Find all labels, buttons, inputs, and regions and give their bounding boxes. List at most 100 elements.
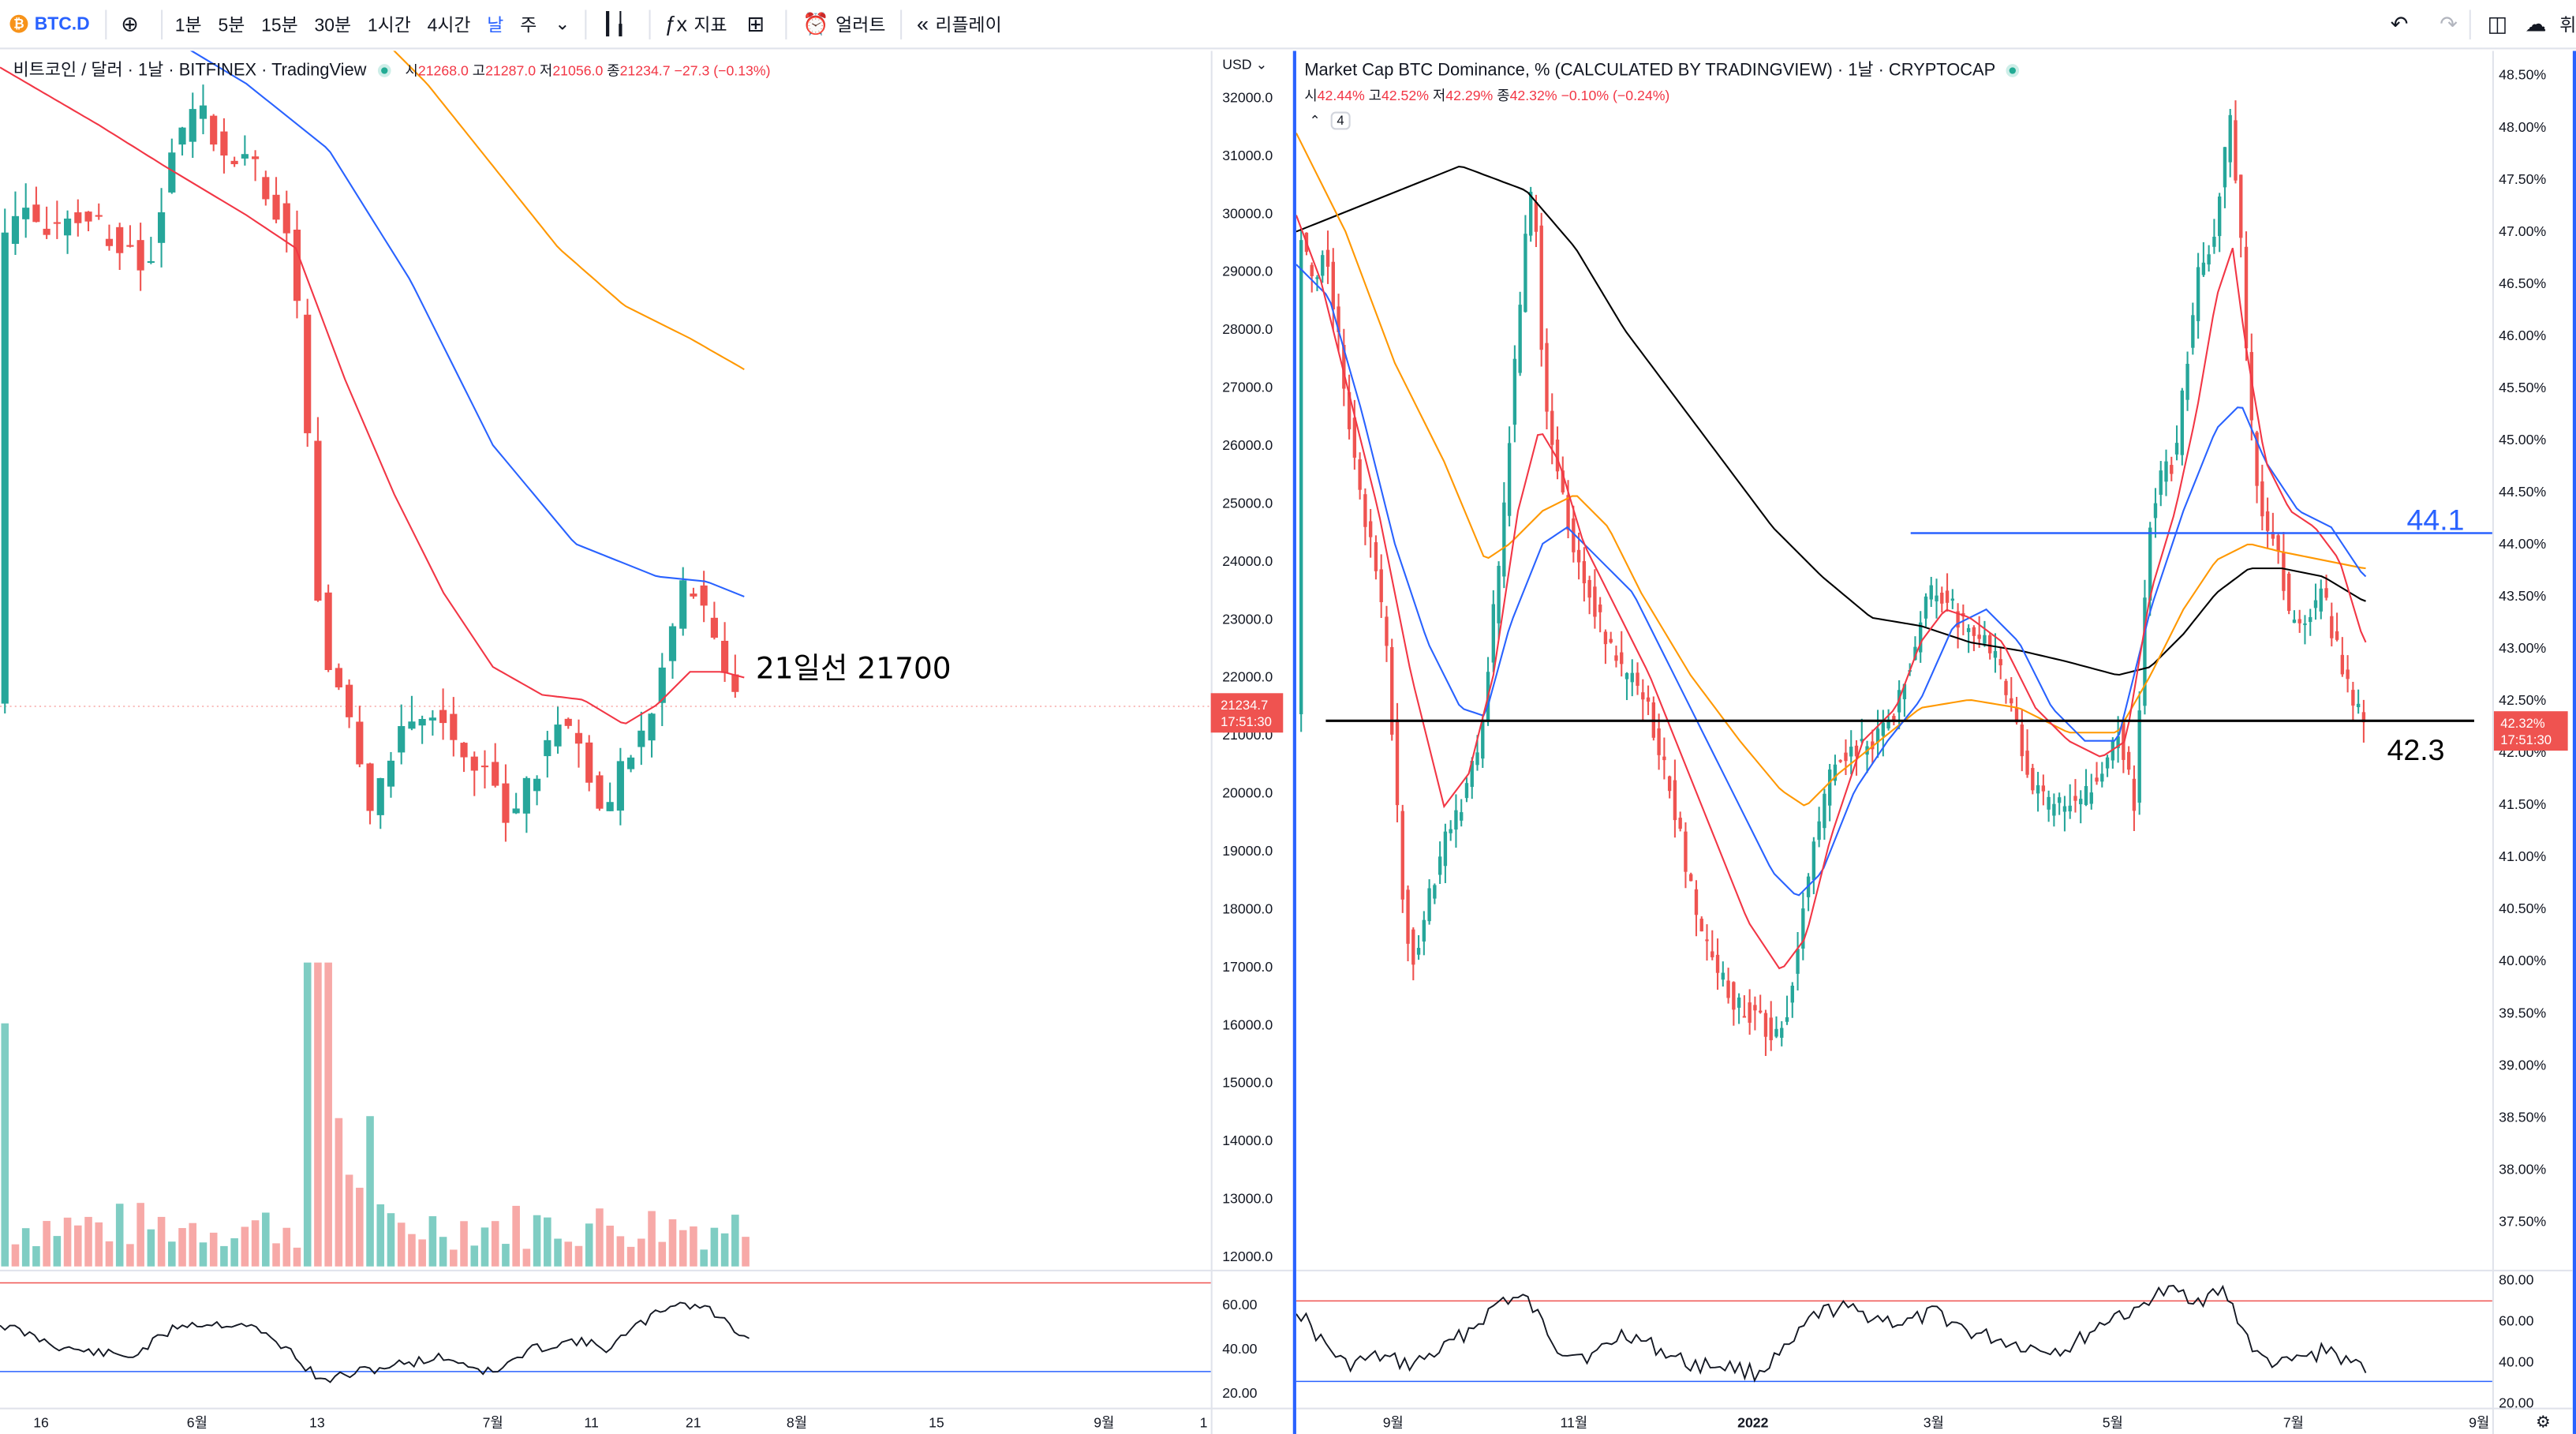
interval-4[interactable]: 1시간	[367, 15, 411, 36]
interval-3[interactable]: 30분	[314, 15, 352, 36]
dominance-candle	[1774, 1028, 1778, 1037]
dominance-candle	[2218, 197, 2222, 237]
interval-7[interactable]: 주	[520, 15, 537, 36]
replay-button[interactable]: « 리플레이	[907, 0, 1011, 48]
dominance-candle	[2143, 597, 2147, 706]
dominance-candle	[1833, 764, 1838, 781]
save-label-truncated[interactable]: 휘	[2559, 0, 2576, 49]
price-candle	[126, 245, 134, 247]
price-tick-label: 15000.0	[1222, 1075, 1273, 1091]
indicators-collapse-button[interactable]: ⌃ 4	[1304, 111, 1351, 130]
price-candle	[700, 585, 708, 606]
dominance-candle	[1646, 697, 1651, 702]
symbol-search[interactable]: ₿ BTC.D	[0, 0, 99, 48]
dominance-candle	[1742, 1016, 1747, 1018]
dominance-candle	[2153, 503, 2158, 519]
price-tick-label: 19000.0	[1222, 843, 1273, 859]
volume-bar	[345, 1174, 353, 1267]
layout-button[interactable]: ◫	[2488, 0, 2508, 49]
dominance-candle	[2286, 573, 2291, 611]
toolbar-divider	[104, 9, 107, 39]
dominance-candle	[2330, 616, 2334, 638]
price-candle	[136, 240, 144, 271]
toolbar-divider	[648, 9, 650, 39]
price-candle	[418, 719, 426, 726]
left-chart-pane[interactable]: 비트코인 / 달러 · 1날 · BITFINEX · TradingView …	[0, 51, 1293, 1434]
candles-icon: ┃╽	[600, 10, 627, 36]
dominance-candle	[1726, 980, 1730, 998]
rewind-icon: «	[916, 11, 929, 36]
dominance-candle	[1684, 831, 1688, 872]
volume-bar	[522, 1249, 531, 1267]
dominance-candle	[1785, 1017, 1789, 1022]
alert-button[interactable]: ⏰ 얼러트	[793, 0, 895, 48]
chart-type-button[interactable]: ┃╽	[591, 0, 643, 48]
rsi-tick-label: 20.00	[2499, 1395, 2533, 1411]
price-candle	[658, 667, 666, 703]
price-candle	[168, 152, 176, 193]
templates-button[interactable]: ⊞	[737, 0, 781, 48]
volume-bar	[230, 1237, 238, 1267]
price-candle	[460, 743, 468, 758]
volume-bar	[105, 1241, 114, 1267]
price-tick-label: 18000.0	[1222, 900, 1273, 916]
cloud-save-button[interactable]: ☁	[2525, 0, 2546, 49]
dominance-candle	[2324, 588, 2328, 598]
dominance-candle	[2234, 120, 2238, 181]
dominance-candle	[2170, 465, 2174, 474]
price-candle	[533, 778, 541, 792]
dominance-candle	[1823, 793, 1826, 829]
price-candle	[387, 760, 395, 787]
dominance-candle	[1998, 659, 2002, 665]
undo-button[interactable]: ↶	[2391, 0, 2409, 49]
interval-dropdown[interactable]: ⌄	[545, 0, 580, 48]
interval-6[interactable]: 날	[487, 15, 504, 36]
interval-2[interactable]: 15분	[261, 15, 298, 36]
price-candle	[11, 215, 20, 245]
dominance-candle	[1849, 747, 1853, 757]
rsi-line	[1295, 1284, 2367, 1383]
price-candle	[241, 154, 249, 159]
right-chart-canvas[interactable]: 37.50% 38.00% 38.50% 39.00% 39.50% 40.00% 40.5…	[1295, 51, 2576, 1434]
dominance-candle	[1347, 391, 1352, 429]
dominance-candle	[1337, 306, 1340, 332]
compare-button[interactable]: ⊕	[111, 0, 155, 48]
chevron-up-icon: ⌃	[1309, 113, 1321, 129]
left-chart-title[interactable]: 비트코인 / 달러 · 1날 · BITFINEX · TradingView	[13, 61, 367, 80]
dominance-candle	[1422, 919, 1426, 942]
interval-0[interactable]: 1분	[174, 15, 202, 36]
indicators-button[interactable]: ƒx 지표	[655, 0, 737, 48]
layout-icon: ◫	[2487, 11, 2508, 36]
dominance-candle	[1636, 672, 1639, 686]
price-tick-label: 32000.0	[1222, 89, 1273, 105]
interval-1[interactable]: 5분	[218, 15, 245, 36]
dominance-candle	[2255, 432, 2259, 486]
dominance-candle	[2105, 757, 2110, 769]
price-candle	[522, 777, 530, 814]
volume-bar	[637, 1238, 645, 1267]
last-value-label: 42.32%	[2500, 716, 2545, 731]
dominance-candle	[1572, 518, 1576, 552]
left-chart-canvas[interactable]: USD ⌄ 12000.0 13000.0 14000.0 15000.0 16000.0…	[0, 51, 1293, 1434]
toolbar-divider	[786, 9, 788, 39]
dominance-candle	[1780, 1028, 1784, 1038]
dominance-candle	[2297, 619, 2301, 623]
time-tick-label: 9월	[1383, 1415, 1404, 1431]
right-chart-pane[interactable]: Market Cap BTC Dominance, % (CALCULATED …	[1292, 51, 2576, 1434]
dominance-candle	[1624, 672, 1629, 680]
dominance-candle	[1464, 783, 1469, 799]
dominance-candle	[1524, 234, 1527, 313]
dominance-candle	[2282, 552, 2286, 591]
dominance-candle	[2116, 736, 2120, 748]
dominance-candle	[2351, 690, 2355, 706]
redo-button[interactable]: ↷	[2440, 0, 2458, 49]
dominance-candle	[2309, 616, 2312, 623]
dominance-candle	[1838, 760, 1842, 762]
right-chart-title[interactable]: Market Cap BTC Dominance, % (CALCULATED …	[1304, 61, 1996, 80]
price-candle	[189, 109, 196, 142]
time-tick-label: 7월	[2283, 1415, 2304, 1431]
volume-bar	[43, 1221, 50, 1267]
dominance-candle	[2148, 527, 2152, 601]
interval-5[interactable]: 4시간	[427, 15, 471, 36]
price-candle	[731, 674, 739, 692]
